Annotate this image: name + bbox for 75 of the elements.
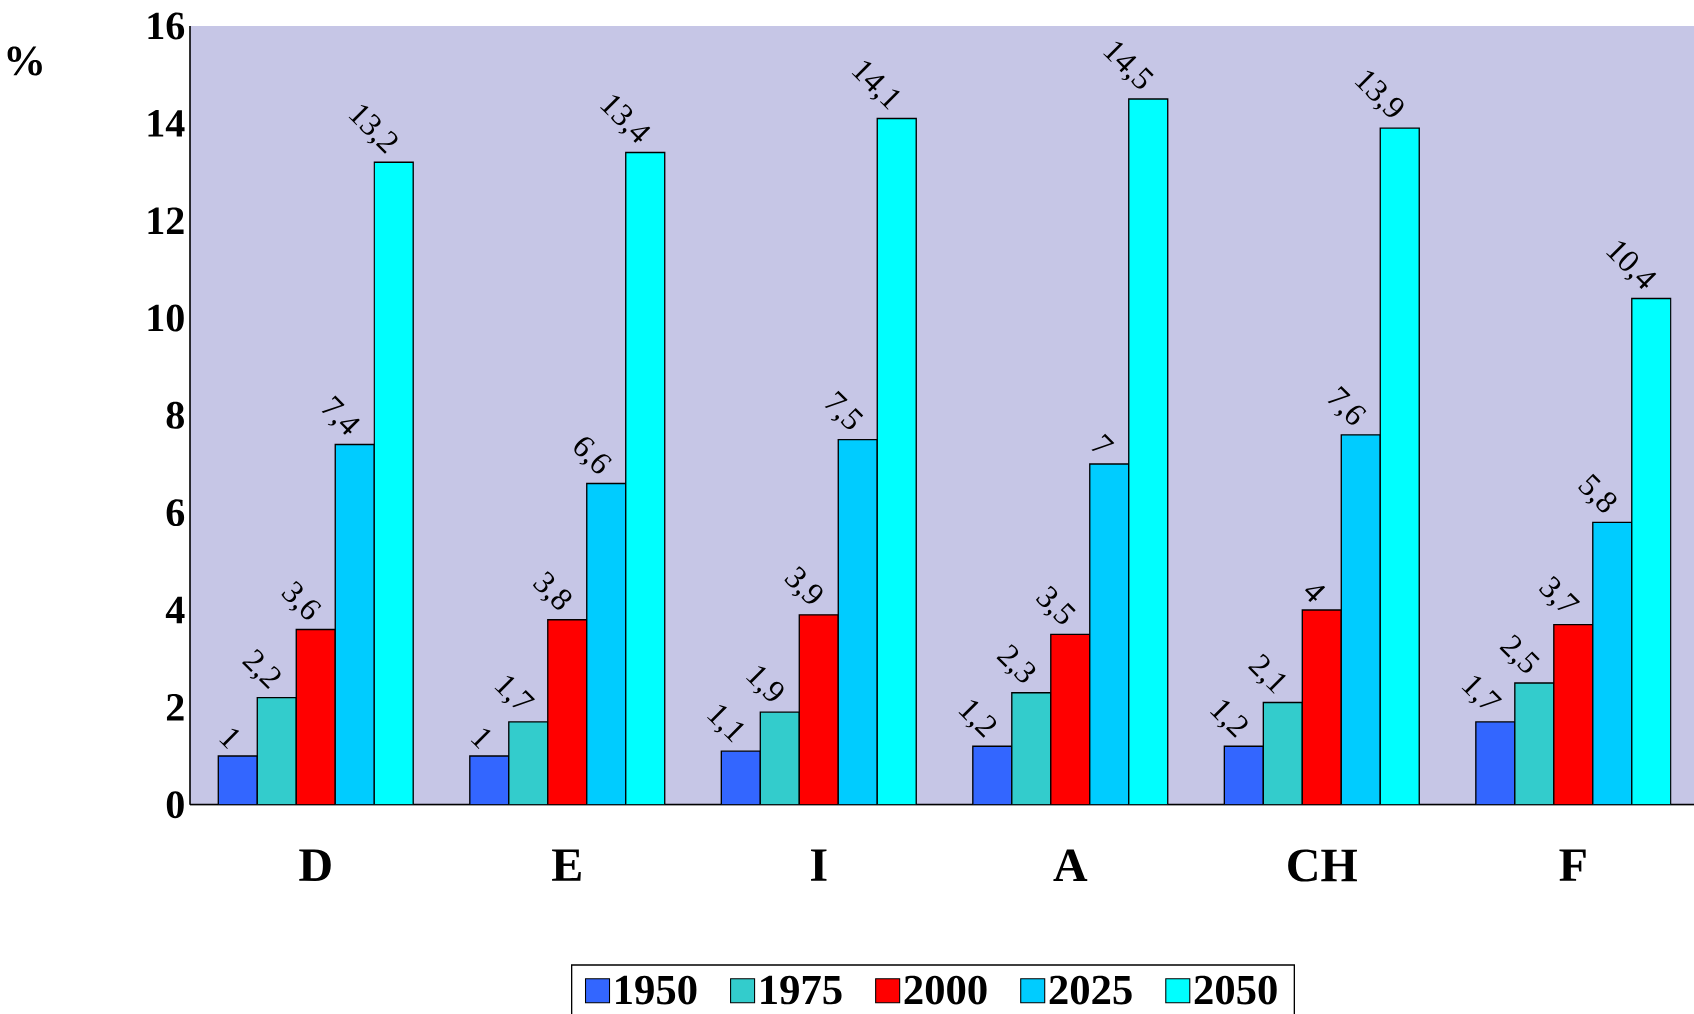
data-label: 5,8 bbox=[1578, 473, 1617, 513]
y-tick-label: 10 bbox=[148, 304, 184, 332]
x-tick-label: E bbox=[552, 849, 581, 881]
bar bbox=[1089, 464, 1129, 805]
legend-label: 1975 bbox=[761, 975, 842, 1005]
data-label: 3,5 bbox=[1035, 585, 1076, 624]
bar bbox=[1553, 623, 1594, 805]
data-label: 13,9 bbox=[1354, 70, 1404, 117]
data-label: 7 bbox=[1091, 433, 1115, 452]
data-label: 13,4 bbox=[600, 95, 651, 143]
data-label: 2,3 bbox=[996, 644, 1036, 683]
data-label: 1 bbox=[219, 728, 240, 750]
x-tick-label: A bbox=[1053, 849, 1088, 882]
bar bbox=[1263, 702, 1303, 805]
legend-label: 2025 bbox=[1049, 975, 1132, 1005]
bar bbox=[1514, 682, 1555, 805]
y-tick-label: 12 bbox=[148, 207, 184, 234]
y-tick-label: 14 bbox=[148, 110, 185, 137]
bar bbox=[1341, 434, 1381, 805]
bar bbox=[972, 746, 1012, 805]
legend-label: 2050 bbox=[1194, 975, 1277, 1005]
x-tick-label: I bbox=[811, 849, 827, 881]
x-tick-label: D bbox=[299, 849, 331, 881]
data-label: 1 bbox=[470, 728, 491, 750]
y-tick-label: 8 bbox=[166, 401, 184, 429]
bar bbox=[721, 751, 761, 805]
bar bbox=[586, 483, 626, 805]
data-label: 2,5 bbox=[1499, 634, 1540, 673]
data-label: 10,4 bbox=[1606, 241, 1657, 289]
bar bbox=[547, 619, 587, 805]
y-tick-label: 16 bbox=[148, 12, 185, 40]
bar bbox=[799, 614, 839, 805]
bar bbox=[335, 444, 375, 805]
data-label: 7,4 bbox=[321, 395, 360, 435]
bar bbox=[838, 439, 878, 805]
bar bbox=[218, 756, 258, 805]
data-label: 3,7 bbox=[1538, 576, 1580, 611]
legend-label: 1950 bbox=[616, 975, 697, 1005]
data-label: 2,2 bbox=[241, 649, 281, 690]
y-tick-label: 0 bbox=[166, 791, 184, 819]
bar bbox=[1050, 634, 1090, 805]
data-label: 1,2 bbox=[1210, 700, 1248, 738]
data-label: 14,5 bbox=[1103, 41, 1154, 89]
data-label: 3,9 bbox=[784, 566, 823, 604]
y-tick-label: 2 bbox=[166, 694, 184, 721]
data-label: 4 bbox=[1305, 585, 1326, 603]
y-axis-title: % bbox=[7, 46, 42, 76]
data-label: 1,7 bbox=[494, 675, 535, 708]
data-label: 1,1 bbox=[707, 705, 744, 743]
bar bbox=[257, 697, 297, 805]
data-label: 3,6 bbox=[281, 580, 322, 620]
bar bbox=[508, 721, 548, 805]
data-label: 3,8 bbox=[532, 571, 572, 610]
bar bbox=[760, 712, 800, 805]
bar bbox=[1011, 692, 1051, 805]
x-tick-label: CH bbox=[1288, 849, 1357, 882]
data-label: 1,2 bbox=[958, 700, 997, 738]
bar bbox=[1302, 610, 1342, 805]
data-label: 13,2 bbox=[348, 104, 398, 154]
bar bbox=[1475, 721, 1516, 805]
data-label: 2,1 bbox=[1248, 653, 1286, 694]
data-label: 6,6 bbox=[574, 437, 612, 474]
y-tick-label: 4 bbox=[165, 596, 185, 624]
x-tick-label: F bbox=[1559, 849, 1586, 881]
data-label: 1,7 bbox=[1461, 675, 1503, 708]
data-label: 7,6 bbox=[1327, 385, 1367, 425]
bar bbox=[1224, 746, 1264, 805]
y-tick-label: 6 bbox=[166, 499, 185, 527]
data-label: 1,9 bbox=[746, 666, 784, 701]
data-label: 14,1 bbox=[851, 61, 900, 110]
legend-label: 2000 bbox=[904, 975, 987, 1005]
bar bbox=[1592, 521, 1633, 805]
data-label: 7,5 bbox=[824, 390, 864, 430]
bar bbox=[469, 756, 509, 805]
bar bbox=[296, 629, 336, 805]
